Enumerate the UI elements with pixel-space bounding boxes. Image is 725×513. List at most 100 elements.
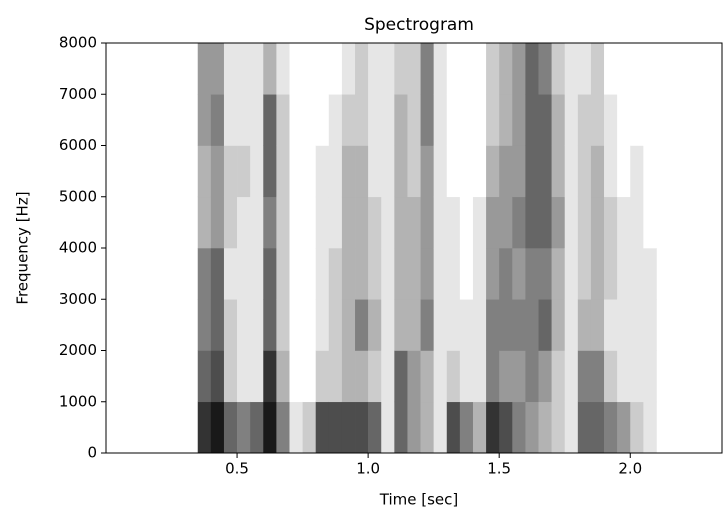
spectrogram-cell: [328, 145, 343, 198]
spectrogram-cell: [604, 248, 618, 300]
spectrogram-cell: [577, 196, 592, 249]
spectrogram-cell: [223, 401, 238, 454]
spectrogram-cell: [630, 145, 644, 198]
spectrogram-cell: [368, 248, 382, 300]
spectrogram-cell: [223, 145, 238, 198]
spectrogram-cell: [289, 196, 303, 249]
spectrogram-cell: [486, 248, 500, 300]
spectrogram-cell: [433, 248, 448, 300]
spectrogram-cell: [341, 401, 356, 454]
spectrogram-cell: [394, 401, 408, 454]
spectrogram-cell: [341, 94, 356, 146]
spectrogram-cell: [407, 94, 421, 146]
y-tick-label: 1000: [59, 392, 97, 410]
spectrogram-cell: [643, 401, 657, 454]
spectrogram-cell: [276, 145, 290, 198]
spectrogram-cell: [250, 401, 264, 454]
spectrogram-cell: [276, 350, 290, 403]
y-tick-label: 7000: [59, 85, 97, 103]
spectrogram-cell: [538, 43, 552, 95]
spectrogram-cell: [459, 350, 474, 403]
spectrogram-cell: [328, 299, 343, 351]
spectrogram-cell: [472, 299, 487, 351]
spectrogram-cell: [289, 248, 303, 300]
spectrogram-cell: [551, 299, 566, 351]
spectrogram-cell: [276, 299, 290, 351]
spectrogram-cell: [590, 43, 605, 95]
y-tick-label: 2000: [59, 341, 97, 359]
spectrogram-cell: [590, 145, 605, 198]
spectrogram-cell: [250, 248, 264, 300]
spectrogram-cell: [197, 401, 212, 454]
spectrogram-cell: [197, 196, 212, 249]
spectrogram-cell: [341, 248, 356, 300]
spectrogram-cell: [407, 43, 421, 95]
spectrogram-cell: [315, 196, 330, 249]
spectrogram-cell: [617, 350, 631, 403]
spectrogram-cell: [564, 350, 579, 403]
spectrogram-cell: [394, 43, 408, 95]
spectrogram-cell: [577, 299, 592, 351]
spectrogram-cell: [538, 299, 552, 351]
spectrogram-cell: [446, 299, 461, 351]
spectrogram-cell: [420, 145, 434, 198]
spectrogram-cell: [643, 299, 657, 351]
spectrogram-cell: [643, 350, 657, 403]
spectrogram-cell: [302, 350, 317, 403]
spectrogram-cell: [604, 401, 618, 454]
spectrogram-cell: [197, 94, 212, 146]
spectrogram-cell: [420, 196, 434, 249]
spectrogram-cell: [433, 299, 448, 351]
spectrogram-cell: [643, 145, 657, 198]
spectrogram-cell: [512, 248, 526, 300]
spectrogram-cell: [223, 196, 238, 249]
spectrogram-cell: [433, 401, 448, 454]
spectrogram-cell: [525, 248, 539, 300]
spectrogram-cell: [407, 196, 421, 249]
spectrogram-cell: [197, 145, 212, 198]
spectrogram-cell: [538, 94, 552, 146]
spectrogram-cell: [577, 350, 592, 403]
spectrogram-cell: [643, 248, 657, 300]
spectrogram-cell: [263, 145, 277, 198]
spectrogram-cell: [525, 94, 539, 146]
spectrogram-cell: [328, 43, 343, 95]
spectrogram-cell: [394, 145, 408, 198]
spectrogram-cell: [355, 145, 369, 198]
spectrogram-cell: [394, 94, 408, 146]
spectrogram-cell: [250, 43, 264, 95]
spectrogram-cell: [237, 401, 251, 454]
spectrogram-cell: [512, 43, 526, 95]
spectrogram-cell: [368, 43, 382, 95]
spectrogram-cell: [420, 248, 434, 300]
spectrogram-cell: [237, 94, 251, 146]
spectrogram-cell: [315, 350, 330, 403]
spectrogram-cell: [564, 196, 579, 249]
spectrogram-cell: [276, 401, 290, 454]
spectrogram-cell: [355, 350, 369, 403]
spectrogram-cell: [341, 299, 356, 351]
x-tick-label: 1.0: [356, 460, 380, 478]
spectrogram-cell: [289, 94, 303, 146]
spectrogram-cell: [328, 94, 343, 146]
spectrogram-cell: [210, 94, 225, 146]
spectrogram-cell: [564, 94, 579, 146]
spectrogram-cell: [617, 248, 631, 300]
spectrogram-cell: [472, 43, 487, 95]
spectrogram-cell: [420, 299, 434, 351]
spectrogram-cell: [446, 94, 461, 146]
spectrogram-cell: [210, 350, 225, 403]
spectrogram-cell: [263, 43, 277, 95]
spectrogram-cell: [617, 145, 631, 198]
spectrogram-cell: [328, 196, 343, 249]
spectrogram-cell: [315, 145, 330, 198]
spectrogram-cell: [381, 248, 395, 300]
spectrogram-cell: [368, 196, 382, 249]
spectrogram-cell: [499, 145, 513, 198]
spectrogram-cell: [355, 196, 369, 249]
spectrogram-cell: [617, 299, 631, 351]
spectrogram-cell: [590, 350, 605, 403]
spectrogram-cell: [250, 94, 264, 146]
spectrogram-cell: [197, 248, 212, 300]
spectrogram-cell: [538, 401, 552, 454]
